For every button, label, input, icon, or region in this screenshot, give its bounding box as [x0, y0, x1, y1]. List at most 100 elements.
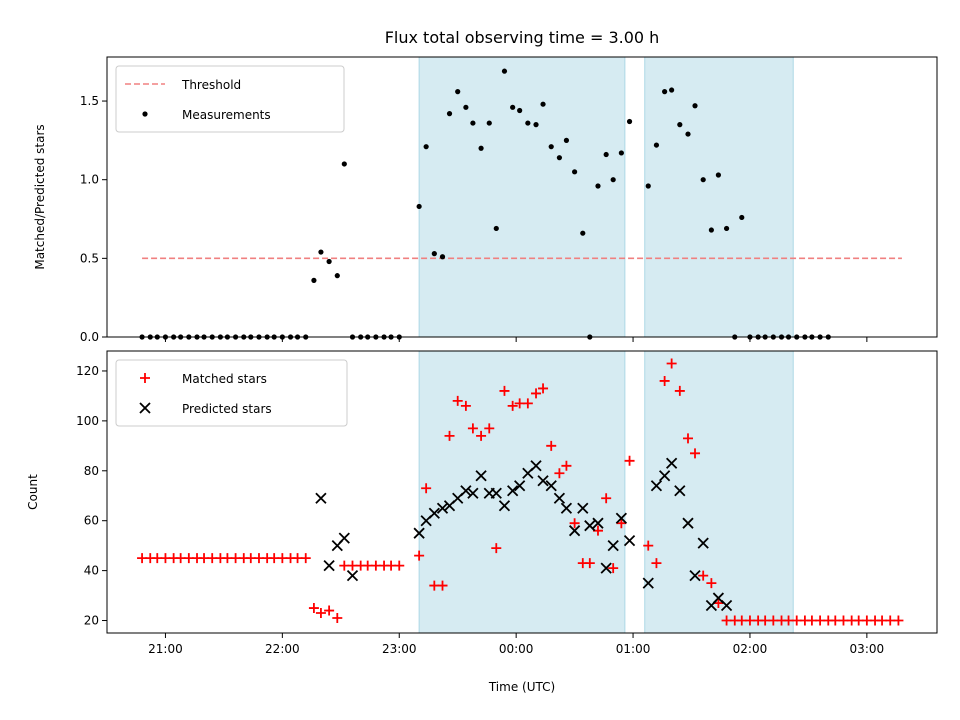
data-point [510, 104, 516, 110]
data-point [666, 358, 677, 369]
data-point [674, 385, 685, 396]
chart-title: Flux total observing time = 3.00 h [385, 28, 660, 47]
data-point [645, 183, 651, 189]
data-point [338, 532, 350, 544]
data-point [697, 537, 709, 549]
data-point [346, 569, 359, 582]
shaded-span-top-2 [644, 56, 794, 338]
data-point [669, 87, 675, 93]
data-point [690, 448, 701, 459]
data-point [540, 101, 546, 107]
data-point [431, 251, 437, 257]
data-point [739, 214, 745, 221]
data-point [475, 470, 487, 482]
data-point [659, 375, 670, 386]
axes-frame-bottom [106, 350, 938, 634]
data-point [478, 145, 484, 151]
data-point [595, 183, 601, 189]
shaded-span-top-1 [418, 56, 626, 338]
y-axis-label-bottom: Count [26, 474, 40, 510]
y-tick-label: 40 [84, 564, 99, 578]
data-point [545, 480, 557, 492]
data-point [444, 430, 455, 441]
data-point [715, 172, 721, 178]
x-tick-label: 03:00 [850, 642, 885, 656]
data-point [603, 151, 609, 158]
data-point [414, 550, 425, 561]
x-tick-label: 22:00 [265, 642, 300, 656]
y-tick-label: 100 [76, 414, 99, 428]
data-point [318, 249, 324, 255]
shaded-span-bottom-1 [418, 350, 626, 634]
data-point [658, 470, 671, 482]
data-point [674, 485, 686, 497]
data-point [615, 512, 628, 524]
data-point [572, 169, 578, 175]
data-point [486, 120, 492, 126]
data-point [507, 400, 518, 411]
data-point [341, 161, 347, 167]
data-point [493, 225, 499, 232]
data-point [413, 527, 425, 539]
data-point [470, 120, 476, 126]
data-point [623, 535, 636, 547]
x-tick-label: 23:00 [382, 642, 417, 656]
data-point [507, 485, 519, 497]
y-tick-label: 20 [84, 614, 99, 628]
data-point [452, 395, 463, 406]
data-point [683, 433, 693, 444]
y-tick-label: 0.5 [80, 251, 99, 265]
data-point [476, 430, 487, 441]
data-point [592, 517, 604, 529]
data-point [311, 277, 317, 283]
data-point [394, 560, 405, 571]
data-point [643, 540, 654, 551]
data-point [455, 89, 461, 95]
data-point [601, 493, 612, 504]
data-point [665, 457, 678, 469]
legend-box [115, 359, 348, 427]
data-point [428, 507, 440, 519]
data-point [893, 615, 904, 626]
legend-marker [140, 373, 150, 383]
y-tick-label: 1.5 [80, 94, 99, 108]
legend-top: Threshold Measurements [115, 65, 345, 133]
y-tick-label: 0.0 [80, 330, 99, 344]
data-point [531, 388, 542, 399]
data-point [651, 558, 662, 569]
data-point [556, 155, 563, 161]
data-point [662, 89, 668, 95]
data-point [626, 118, 633, 125]
y-tick-label: 120 [76, 364, 99, 378]
data-point [315, 608, 326, 619]
data-point [537, 475, 549, 487]
legend-bottom: Matched stars Predicted stars [115, 359, 348, 427]
data-point [436, 502, 449, 514]
data-point [689, 569, 701, 582]
data-point [600, 562, 612, 574]
data-point [677, 122, 683, 128]
data-point [653, 142, 660, 148]
x-tick-label: 00:00 [499, 642, 534, 656]
data-point [530, 460, 542, 472]
y-tick-label: 1.0 [80, 173, 99, 187]
data-point [650, 480, 663, 492]
data-point [460, 485, 472, 497]
data-point [720, 599, 733, 612]
series-predicted-stars [315, 457, 733, 612]
x-tick-label: 02:00 [733, 642, 768, 656]
data-point [499, 385, 510, 396]
data-point [561, 460, 572, 471]
data-point [421, 483, 432, 494]
data-point [467, 423, 478, 434]
data-point [490, 487, 502, 499]
data-point [460, 400, 471, 411]
data-point [522, 398, 533, 409]
legend-box [115, 65, 345, 133]
data-point [334, 273, 340, 279]
data-point [548, 144, 554, 150]
data-point [569, 518, 580, 529]
data-point [584, 558, 595, 569]
data-point [324, 605, 335, 616]
